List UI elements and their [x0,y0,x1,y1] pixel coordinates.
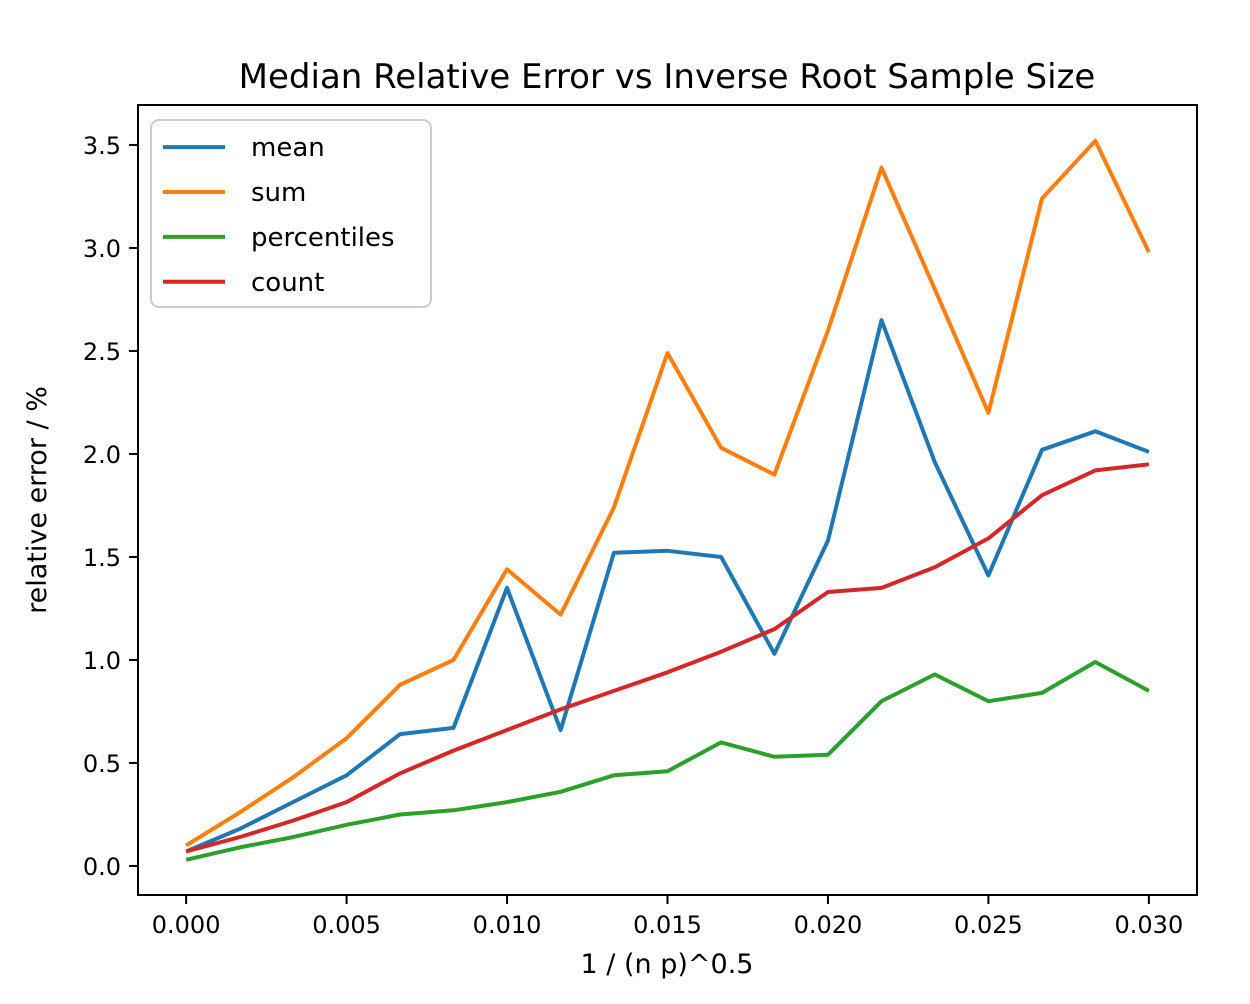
x-tick-label: 0.025 [954,911,1023,939]
y-tick-label: 0.5 [83,750,121,778]
series-line-percentiles [185,660,1150,862]
y-tick-label: 2.0 [83,441,121,469]
y-axis-label: relative error / % [22,386,53,614]
x-tick-label: 0.000 [152,911,221,939]
series-line-sum [185,138,1151,848]
x-axis-label: 1 / (n p)^0.5 [581,949,754,980]
y-tick-label: 1.0 [83,647,121,675]
chart-title: Median Relative Error vs Inverse Root Sa… [239,57,1096,97]
x-tick-label: 0.005 [312,911,381,939]
y-tick-label: 0.0 [83,853,121,881]
legend-label-mean: mean [251,133,325,163]
x-tick-label: 0.010 [473,911,542,939]
legend-label-percentiles: percentiles [251,223,395,253]
y-tick-label: 3.5 [83,132,121,160]
y-tick-label: 2.5 [83,338,121,366]
legend-label-count: count [251,268,324,298]
series-line-mean [185,318,1150,854]
legend-label-sum: sum [251,178,306,208]
x-tick-label: 0.020 [794,911,863,939]
x-tick-label: 0.030 [1115,911,1184,939]
series-line-count [185,462,1150,854]
y-tick-label: 3.0 [83,235,121,263]
y-tick-label: 1.5 [83,544,121,572]
legend-box [150,119,432,308]
x-tick-label: 0.015 [633,911,702,939]
